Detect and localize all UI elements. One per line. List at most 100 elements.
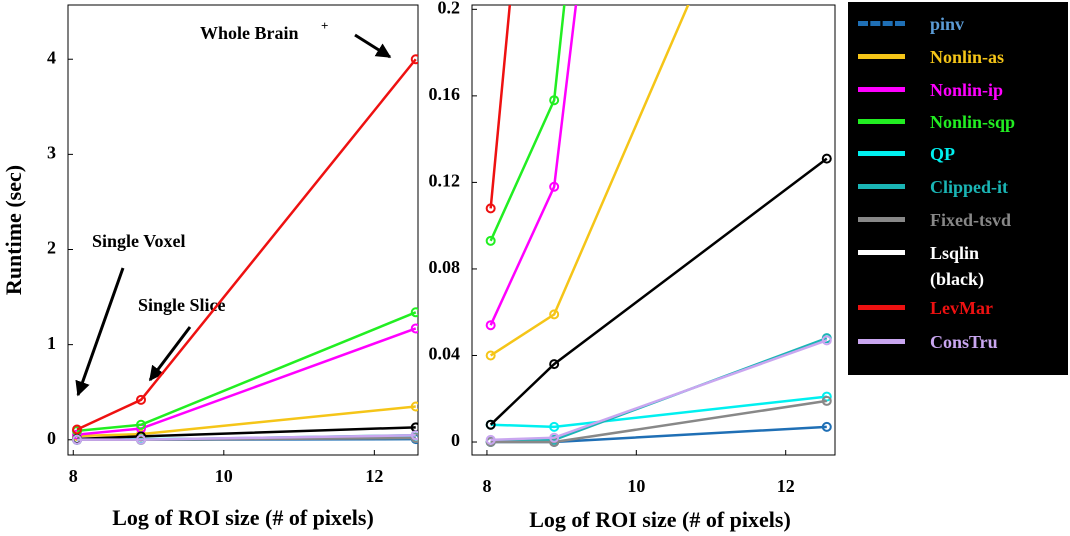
legend-swatch [858, 184, 905, 189]
series-line [489, 157, 828, 426]
x-tick-label: 10 [627, 476, 645, 496]
legend-entry: LevMar [848, 295, 1068, 319]
legend-label: Clipped-it [930, 177, 1009, 197]
point [821, 395, 832, 406]
point [485, 235, 496, 246]
x-tick-label: 8 [69, 466, 78, 486]
point [821, 335, 832, 346]
point [549, 421, 560, 432]
legend-label: Fixed-tsvd [930, 210, 1011, 230]
point [821, 391, 832, 402]
point [72, 434, 83, 445]
legend-swatch [858, 151, 905, 156]
legend-entry: Lsqlin (black) [848, 240, 1068, 289]
series-line [489, 5, 566, 242]
legend-swatch [858, 339, 905, 344]
series-line [77, 434, 416, 441]
series-line [76, 311, 417, 433]
legend-label: Lsqlin (black) [930, 243, 984, 289]
annotation-sup: + [321, 18, 328, 33]
arrow [354, 33, 392, 59]
point [410, 307, 418, 318]
x-axis-label: Log of ROI size (# of pixels) [529, 507, 791, 532]
series-line [490, 339, 828, 442]
point [821, 153, 832, 164]
legend-swatch [858, 21, 905, 26]
point [549, 309, 560, 320]
legend-entry: Clipped-it [848, 174, 1068, 198]
series-line [489, 5, 690, 357]
y-axis-label: Runtime (sec) [1, 165, 26, 295]
plot-frame [67, 4, 419, 456]
point [485, 419, 496, 430]
y-tick-label: 0.04 [429, 344, 461, 364]
point [410, 430, 418, 441]
legend-label: LevMar [930, 298, 993, 318]
point [549, 432, 560, 443]
point [136, 394, 147, 405]
arrow [148, 326, 192, 382]
point [821, 421, 832, 432]
legend-swatch [858, 250, 905, 255]
legend-swatch [858, 217, 905, 222]
x-tick-label: 10 [215, 466, 233, 486]
series-line [76, 405, 416, 438]
point [485, 320, 496, 331]
legend-entry: Fixed-tsvd [848, 207, 1068, 231]
legend-label: Nonlin-as [930, 47, 1005, 67]
y-tick-label: 2 [47, 238, 56, 258]
series-line [490, 395, 827, 429]
legend-label: ConsTru [930, 332, 998, 352]
series-line [489, 5, 512, 209]
annotation: Single Slice [138, 295, 226, 315]
plot-frame [471, 4, 836, 456]
point [485, 434, 496, 445]
plot-area [485, 5, 832, 448]
legend-swatch [858, 87, 905, 92]
point [549, 359, 560, 370]
y-tick-label: 0.12 [429, 171, 461, 191]
legend-label: pinv [930, 14, 965, 34]
y-tick-label: 0 [47, 428, 56, 448]
point [549, 95, 560, 106]
legend-entry: Nonlin-as [848, 44, 1068, 68]
legend-label: Nonlin-sqp [930, 112, 1016, 132]
point [549, 181, 560, 192]
legend-entry: ConsTru [848, 329, 1068, 353]
x-tick-label: 8 [482, 476, 491, 496]
y-tick-label: 0 [451, 430, 460, 450]
y-tick-label: 0.08 [429, 257, 461, 277]
series-line [489, 5, 578, 326]
x-tick-label: 12 [365, 466, 383, 486]
point [485, 350, 496, 361]
point [136, 419, 147, 430]
plot-area [72, 54, 418, 445]
legend-swatch [858, 119, 905, 124]
series-line [76, 58, 417, 431]
point [410, 401, 418, 412]
legend-entry: QP [848, 141, 1068, 165]
x-axis-label: Log of ROI size (# of pixels) [112, 505, 374, 530]
y-tick-label: 4 [47, 47, 56, 67]
legend-swatch [858, 305, 905, 310]
point [485, 203, 496, 214]
annotation: Single Voxel [92, 231, 186, 251]
y-tick-label: 0.2 [438, 0, 461, 17]
x-tick-label: 12 [777, 476, 795, 496]
point [410, 54, 418, 65]
point [72, 424, 83, 435]
legend-entry: Nonlin-ip [848, 77, 1068, 101]
arrow [75, 267, 125, 397]
y-tick-label: 0.16 [429, 84, 461, 104]
y-tick-label: 3 [47, 142, 56, 162]
legend-label: QP [930, 144, 955, 164]
y-tick-label: 1 [47, 333, 56, 353]
annotation: Whole Brain [200, 23, 299, 43]
point [410, 323, 418, 334]
point [136, 434, 147, 445]
legend-label: Nonlin-ip [930, 80, 1004, 100]
legend-entry: pinv [848, 11, 1068, 35]
legend: pinv Nonlin-as Nonlin-ip Nonlin-sqp QP Clippe… [848, 2, 1068, 375]
